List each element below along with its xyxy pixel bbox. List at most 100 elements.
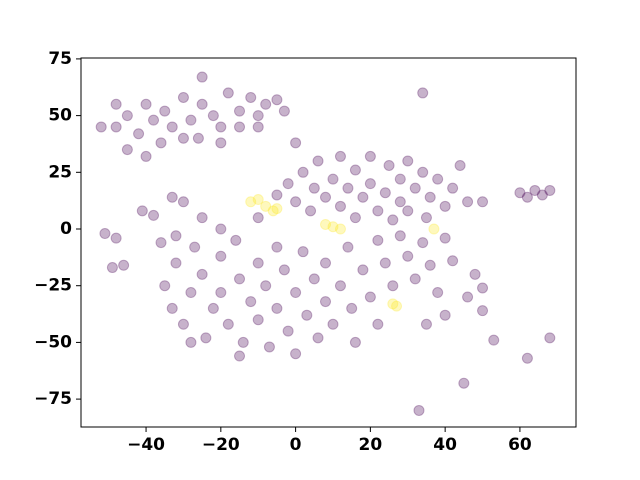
point (320, 257, 332, 269)
point (252, 121, 264, 133)
y-tick-label: −50 (34, 332, 72, 352)
point (334, 200, 346, 212)
point (349, 164, 361, 176)
y-tick-label: −25 (34, 276, 72, 296)
point (148, 114, 160, 126)
point (185, 114, 197, 126)
point (402, 250, 414, 262)
point (428, 223, 440, 235)
point (301, 309, 313, 321)
point (271, 241, 283, 253)
point (133, 128, 145, 140)
point (424, 191, 436, 203)
point (544, 332, 556, 344)
point (413, 404, 425, 416)
point (263, 341, 275, 353)
point (271, 302, 283, 314)
y-tick-label: 0 (60, 219, 72, 239)
point (394, 173, 406, 185)
point (544, 184, 556, 196)
point (409, 273, 421, 285)
point (402, 205, 414, 217)
point (234, 105, 246, 117)
point (245, 296, 257, 308)
point (521, 352, 533, 364)
point (372, 205, 384, 217)
x-tick-label: 20 (359, 435, 383, 455)
point (424, 259, 436, 271)
point (177, 132, 189, 144)
point (260, 200, 272, 212)
point (118, 259, 130, 271)
point (357, 191, 369, 203)
point (136, 205, 148, 217)
point (320, 296, 332, 308)
point (305, 205, 317, 217)
y-tick-label: −75 (34, 389, 72, 409)
point (432, 173, 444, 185)
point (432, 287, 444, 299)
point (462, 196, 474, 208)
point (234, 121, 246, 133)
point (420, 212, 432, 224)
point (140, 98, 152, 110)
plot-frame (80, 57, 577, 428)
point (290, 196, 302, 208)
point (110, 121, 122, 133)
point (110, 98, 122, 110)
point (282, 178, 294, 190)
point (536, 189, 548, 201)
y-tick-label: 75 (48, 49, 72, 69)
point (234, 350, 246, 362)
point (260, 98, 272, 110)
point (196, 212, 208, 224)
point (462, 291, 474, 303)
point (439, 309, 451, 321)
point (215, 137, 227, 149)
x-tick-label: 0 (290, 435, 302, 455)
point (417, 87, 429, 99)
point (148, 209, 160, 221)
point (215, 121, 227, 133)
point (349, 212, 361, 224)
point (245, 196, 257, 208)
point (267, 205, 279, 217)
point (327, 173, 339, 185)
point (454, 160, 466, 172)
point (110, 232, 122, 244)
point (166, 191, 178, 203)
point (271, 94, 283, 106)
point (364, 150, 376, 162)
point (207, 302, 219, 314)
point (207, 110, 219, 122)
point (290, 287, 302, 299)
point (417, 166, 429, 178)
point (409, 182, 421, 194)
point (215, 223, 227, 235)
point (439, 200, 451, 212)
point (364, 178, 376, 190)
point (159, 280, 171, 292)
point (417, 237, 429, 249)
point (252, 314, 264, 326)
point (402, 155, 414, 167)
point (177, 91, 189, 103)
point (312, 155, 324, 167)
point (252, 110, 264, 122)
point (477, 282, 489, 294)
x-tick-label: 40 (433, 435, 457, 455)
point (469, 268, 481, 280)
point (278, 105, 290, 117)
point (99, 228, 111, 240)
point (308, 182, 320, 194)
point (222, 87, 234, 99)
point (458, 377, 470, 389)
point (372, 318, 384, 330)
point (297, 246, 309, 258)
x-tick-label: 60 (508, 435, 532, 455)
point (387, 298, 399, 310)
point (334, 150, 346, 162)
point (140, 150, 152, 162)
point (177, 196, 189, 208)
